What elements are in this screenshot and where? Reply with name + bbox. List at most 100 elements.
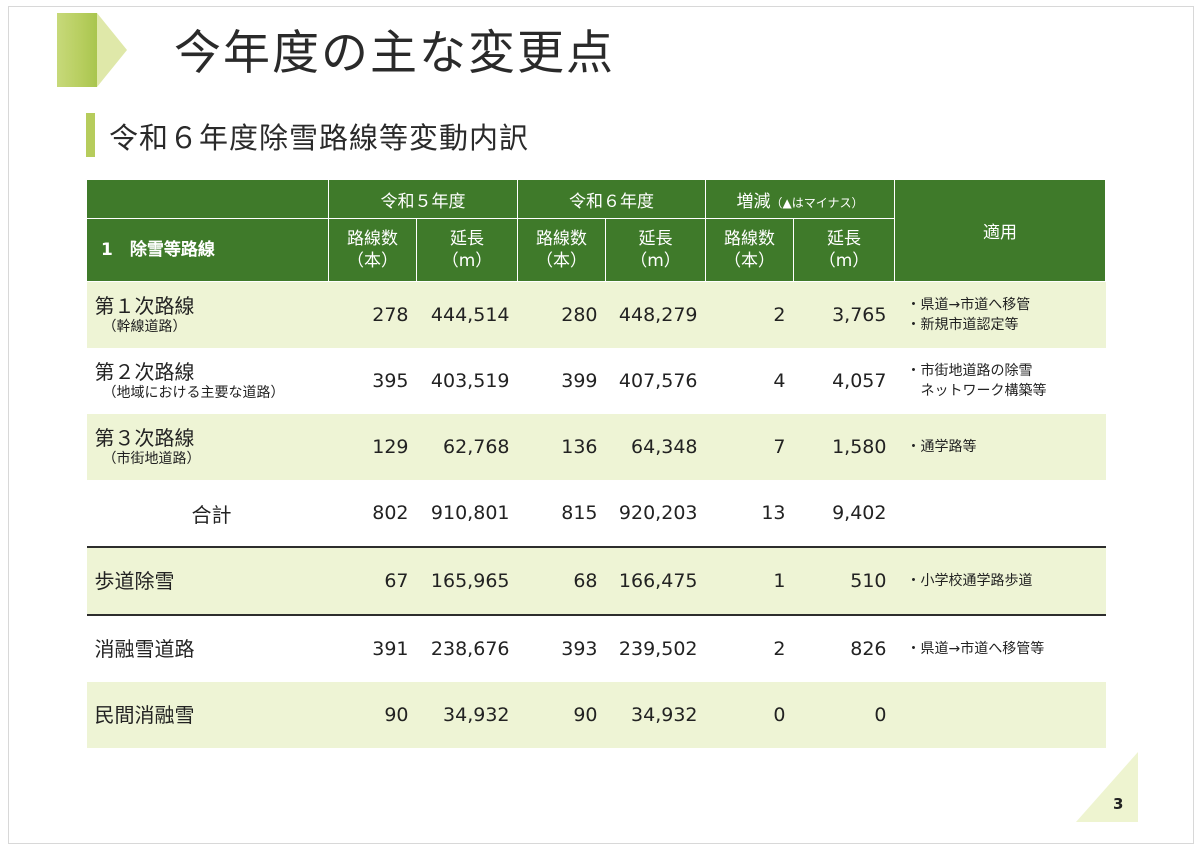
subtitle-marker xyxy=(86,113,95,157)
table-row-total: 合計 802 910,801 815 920,203 13 9,402 xyxy=(86,480,1106,547)
apply-note: ・県道→市道へ移管 ・新規市道認定等 xyxy=(894,281,1106,348)
diff-length: 3,765 xyxy=(793,281,895,348)
header-count: 路線数 （本） xyxy=(328,218,417,282)
r6-length: 448,279 xyxy=(605,281,706,348)
r6-length: 166,475 xyxy=(605,546,706,615)
r5-length: 62,768 xyxy=(416,414,518,480)
r6-length: 34,932 xyxy=(605,682,706,748)
r6-count: 90 xyxy=(517,682,606,748)
row-title: 第３次路線 xyxy=(94,426,195,450)
count-unit: （本） xyxy=(536,251,587,271)
apply-line-1: ・県道→市道へ移管 xyxy=(906,297,1031,313)
row-name: 消融雪道路 xyxy=(86,614,329,682)
diff-length: 1,580 xyxy=(793,414,895,480)
header-length: 延長 （m） xyxy=(416,218,518,282)
apply-line-1: ・通学路等 xyxy=(906,439,977,455)
apply-note: ・通学路等 xyxy=(894,414,1106,480)
apply-line-1: ・市街地道路の除雪 xyxy=(906,363,1033,379)
table-row: 歩道除雪 67 165,965 68 166,475 1 510 ・小学校通学路… xyxy=(86,546,1106,615)
header-r6: 令和６年度 xyxy=(517,179,706,219)
diff-count: 2 xyxy=(705,614,794,682)
count-label: 路線数 xyxy=(724,229,775,249)
r5-length: 444,514 xyxy=(416,281,518,348)
header-row-1: 令和５年度 令和６年度 増減（▲はマイナス） 適用 xyxy=(86,179,1106,282)
header-row-2: 1 除雪等路線 路線数 （本） 延長 （m） 路線数 （本） 延長 （m） 路線数 （本）… xyxy=(86,218,1106,282)
header-diff: 増減（▲はマイナス） xyxy=(705,179,895,219)
header-section: 1 除雪等路線 xyxy=(86,218,329,282)
header-length: 延長 （m） xyxy=(605,218,706,282)
r6-count: 280 xyxy=(517,281,606,348)
r5-count: 802 xyxy=(328,480,417,547)
row-title: 第１次路線 xyxy=(94,294,195,318)
row-subtitle: （市街地道路） xyxy=(102,451,201,467)
diff-count: 1 xyxy=(705,546,794,615)
apply-line-2: ネットワーク構築等 xyxy=(906,383,1047,399)
table-row: 第３次路線 （市街地道路） 129 62,768 136 64,348 7 1,5… xyxy=(86,414,1106,480)
header-count: 路線数 （本） xyxy=(517,218,606,282)
diff-length: 826 xyxy=(793,614,895,682)
row-title: 第２次路線 xyxy=(94,360,195,384)
row-name: 第１次路線 （幹線道路） xyxy=(86,281,329,348)
r6-length: 64,348 xyxy=(605,414,706,480)
header-diff-label: 増減 xyxy=(736,191,771,212)
r6-length: 407,576 xyxy=(605,348,706,414)
header-apply: 適用 xyxy=(894,179,1106,282)
r5-length: 403,519 xyxy=(416,348,518,414)
table-row: 民間消融雪 90 34,932 90 34,932 0 0 xyxy=(86,682,1106,748)
row-title: 歩道除雪 xyxy=(94,569,175,593)
apply-line-2: ・新規市道認定等 xyxy=(906,317,1019,333)
title-arrow-marker xyxy=(57,13,127,87)
r5-count: 391 xyxy=(328,614,417,682)
r5-length: 165,965 xyxy=(416,546,518,615)
length-unit: （m） xyxy=(630,251,681,271)
length-unit: （m） xyxy=(818,251,870,271)
diff-length: 4,057 xyxy=(793,348,895,414)
r6-count: 393 xyxy=(517,614,606,682)
apply-note xyxy=(894,480,1106,547)
apply-line-1: ・小学校通学路歩道 xyxy=(906,573,1033,589)
count-label: 路線数 xyxy=(347,229,398,249)
row-title: 消融雪道路 xyxy=(94,637,195,661)
apply-note: ・小学校通学路歩道 xyxy=(894,546,1106,615)
r5-count: 67 xyxy=(328,546,417,615)
diff-length: 0 xyxy=(793,682,895,748)
count-label: 路線数 xyxy=(536,229,587,249)
r5-count: 90 xyxy=(328,682,417,748)
subtitle: 令和６年度除雪路線等変動内訳 xyxy=(109,121,530,155)
r6-count: 815 xyxy=(517,480,606,547)
count-unit: （本） xyxy=(347,251,398,271)
row-subtitle: （幹線道路） xyxy=(102,319,187,335)
r5-length: 238,676 xyxy=(416,614,518,682)
diff-count: 7 xyxy=(705,414,794,480)
apply-line-1: ・県道→市道へ移管等 xyxy=(906,641,1045,657)
header-count: 路線数 （本） xyxy=(705,218,794,282)
row-title: 民間消融雪 xyxy=(94,703,195,727)
r5-count: 395 xyxy=(328,348,417,414)
row-subtitle: （地域における主要な道路） xyxy=(102,385,285,401)
header-empty xyxy=(86,179,329,219)
diff-length: 9,402 xyxy=(793,480,895,547)
length-label: 延長 xyxy=(638,229,673,249)
r6-length: 239,502 xyxy=(605,614,706,682)
r6-count: 136 xyxy=(517,414,606,480)
diff-count: 0 xyxy=(705,682,794,748)
diff-count: 2 xyxy=(705,281,794,348)
diff-length: 510 xyxy=(793,546,895,615)
r6-count: 68 xyxy=(517,546,606,615)
r5-length: 910,801 xyxy=(416,480,518,547)
r6-count: 399 xyxy=(517,348,606,414)
count-unit: （本） xyxy=(724,251,775,271)
corner-decoration xyxy=(1076,752,1138,822)
header-r5: 令和５年度 xyxy=(328,179,518,219)
row-name: 歩道除雪 xyxy=(86,546,329,615)
apply-note: ・県道→市道へ移管等 xyxy=(894,614,1106,682)
page-title: 今年度の主な変更点 xyxy=(174,26,615,81)
row-name: 民間消融雪 xyxy=(86,682,329,748)
diff-count: 4 xyxy=(705,348,794,414)
table-row: 第２次路線 （地域における主要な道路） 395 403,519 399 407,5… xyxy=(86,348,1106,414)
r5-count: 129 xyxy=(328,414,417,480)
header-length: 延長 （m） xyxy=(793,218,895,282)
table-row: 消融雪道路 391 238,676 393 239,502 2 826 ・県道→… xyxy=(86,614,1106,682)
snow-route-table: 令和５年度 令和６年度 増減（▲はマイナス） 適用 1 除雪等路線 路線数 （本）… xyxy=(86,179,1106,748)
r6-length: 920,203 xyxy=(605,480,706,547)
